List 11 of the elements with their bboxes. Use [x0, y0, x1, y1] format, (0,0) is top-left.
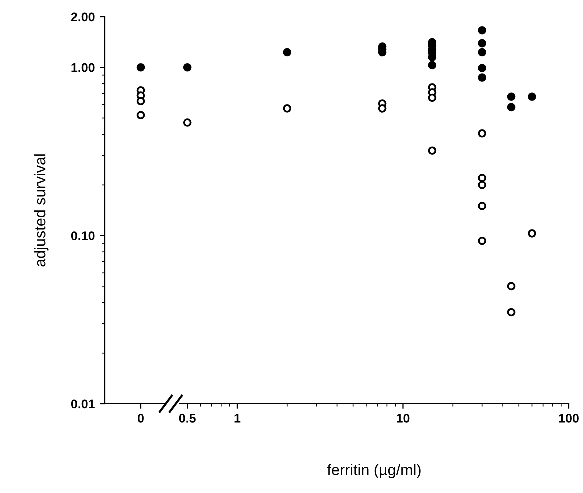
x-axis-title: ferritin (µg/ml): [327, 464, 421, 479]
x-tick-label: 0: [138, 414, 144, 423]
x-tick-label: 10: [397, 414, 410, 423]
x-tick-label: 1: [234, 414, 241, 423]
x-tick-label: 100: [559, 414, 579, 423]
y-tick-label: 0.01: [71, 400, 95, 409]
y-tick-label: 0.10: [71, 232, 95, 240]
x-tick-label: 0.5: [179, 414, 196, 423]
y-axis-title: adjusted survival: [34, 154, 49, 267]
y-tick-label: 2.00: [71, 12, 95, 22]
y-tick-label: 1.00: [72, 63, 95, 72]
